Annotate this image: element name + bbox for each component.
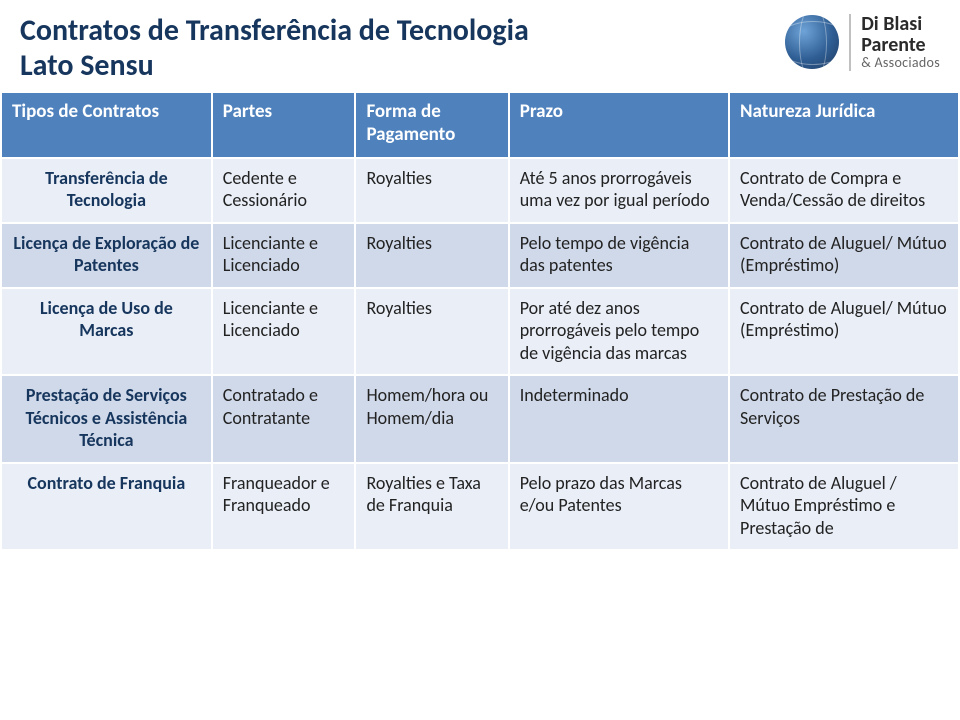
cell-payment: Royalties	[355, 223, 508, 288]
brand-line-2: Parente	[861, 35, 940, 56]
cell-term: Pelo prazo das Marcas e/ou Patentes	[509, 463, 729, 551]
cell-contract-type: Transferência de Tecnologia	[1, 158, 212, 223]
cell-payment: Homem/hora ou Homem/dia	[355, 375, 508, 463]
table-row: Contrato de Franquia Franqueador e Franq…	[1, 463, 959, 551]
cell-parties: Franqueador e Franqueado	[212, 463, 356, 551]
brand-logo: Di Blasi Parente & Associados	[785, 14, 940, 71]
col-header: Natureza Jurídica	[729, 92, 959, 158]
col-header: Prazo	[509, 92, 729, 158]
cell-parties: Licenciante e Licenciado	[212, 223, 356, 288]
table-body: Transferência de Tecnologia Cedente e Ce…	[1, 158, 959, 551]
table-header-row: Tipos de Contratos Partes Forma de Pagam…	[1, 92, 959, 158]
col-header: Forma de Pagamento	[355, 92, 508, 158]
cell-parties: Contratado e Contratante	[212, 375, 356, 463]
globe-icon	[785, 15, 839, 69]
col-header: Tipos de Contratos	[1, 92, 212, 158]
table-row: Prestação de Serviços Técnicos e Assistê…	[1, 375, 959, 463]
cell-term: Por até dez anos prorrogáveis pelo tempo…	[509, 288, 729, 376]
table-row: Licença de Exploração de Patentes Licenc…	[1, 223, 959, 288]
cell-payment: Royalties e Taxa de Franquia	[355, 463, 508, 551]
brand-line-3: & Associados	[861, 56, 940, 71]
cell-parties: Cedente e Cessionário	[212, 158, 356, 223]
cell-payment: Royalties	[355, 288, 508, 376]
cell-term: Pelo tempo de vigência das patentes	[509, 223, 729, 288]
cell-nature: Contrato de Aluguel/ Mútuo (Empréstimo)	[729, 288, 959, 376]
cell-contract-type: Prestação de Serviços Técnicos e Assistê…	[1, 375, 212, 463]
col-header: Partes	[212, 92, 356, 158]
contracts-table: Tipos de Contratos Partes Forma de Pagam…	[0, 91, 960, 551]
cell-contract-type: Licença de Uso de Marcas	[1, 288, 212, 376]
cell-term: Até 5 anos prorrogáveis uma vez por igua…	[509, 158, 729, 223]
cell-nature: Contrato de Aluguel/ Mútuo (Empréstimo)	[729, 223, 959, 288]
table-row: Transferência de Tecnologia Cedente e Ce…	[1, 158, 959, 223]
cell-term: Indeterminado	[509, 375, 729, 463]
cell-nature: Contrato de Compra e Venda/Cessão de dir…	[729, 158, 959, 223]
cell-parties: Licenciante e Licenciado	[212, 288, 356, 376]
cell-nature: Contrato de Aluguel / Mútuo Empréstimo e…	[729, 463, 959, 551]
table-row: Licença de Uso de Marcas Licenciante e L…	[1, 288, 959, 376]
brand-line-1: Di Blasi	[861, 14, 940, 35]
cell-nature: Contrato de Prestação de Serviços	[729, 375, 959, 463]
cell-contract-type: Contrato de Franquia	[1, 463, 212, 551]
cell-payment: Royalties	[355, 158, 508, 223]
cell-contract-type: Licença de Exploração de Patentes	[1, 223, 212, 288]
brand-text: Di Blasi Parente & Associados	[849, 14, 940, 71]
